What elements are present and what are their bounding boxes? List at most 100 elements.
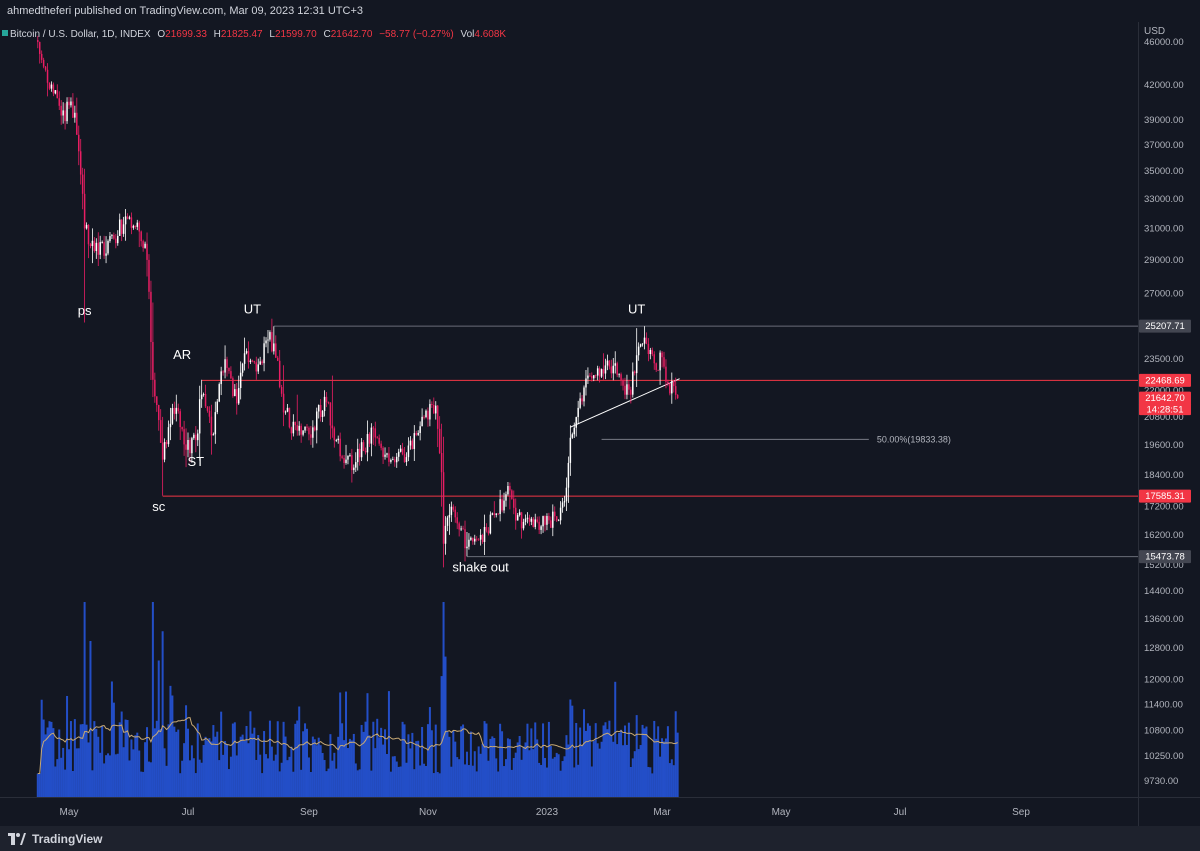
price-axis-tick: 19600.00 xyxy=(1144,440,1184,451)
candle-body xyxy=(62,110,64,116)
price-chart[interactable]: 50.00%(19833.38) ps AR UT ST sc UT shake out 4… xyxy=(0,22,1200,826)
volume-bar xyxy=(664,738,667,797)
candle xyxy=(247,341,250,369)
candle-body xyxy=(571,434,574,438)
candle xyxy=(610,359,613,379)
candle xyxy=(200,379,203,408)
candle xyxy=(349,453,351,457)
candle-body xyxy=(146,243,148,260)
candle-body xyxy=(632,371,634,395)
volume-bar xyxy=(635,715,638,797)
candle-body xyxy=(99,242,101,255)
volume-bar xyxy=(167,724,170,797)
candle xyxy=(554,506,556,521)
price-axis-tick: 18400.00 xyxy=(1144,470,1184,481)
volume-bar xyxy=(419,765,422,797)
candle-body xyxy=(181,427,183,430)
low-label: L xyxy=(269,29,275,40)
candle-body xyxy=(115,238,117,244)
candle-body xyxy=(236,389,238,404)
candle xyxy=(641,343,644,347)
volume-bar xyxy=(270,746,273,797)
volume-bar xyxy=(397,766,400,797)
candle-body xyxy=(118,219,121,236)
candle xyxy=(485,523,488,533)
candle xyxy=(316,407,318,444)
tradingview-logo[interactable]: TradingView xyxy=(8,831,102,847)
volume-value: 4.608K xyxy=(474,29,506,40)
candle-body xyxy=(302,430,304,435)
candle xyxy=(189,437,191,463)
candle-body xyxy=(197,433,199,441)
volume-bar xyxy=(122,747,125,797)
volume-bar xyxy=(604,722,607,797)
candle xyxy=(483,514,486,555)
candle-body xyxy=(577,407,579,418)
volume-bar xyxy=(633,751,636,797)
volume-bar xyxy=(653,720,656,797)
candle xyxy=(395,453,398,468)
candle xyxy=(585,369,587,396)
candle xyxy=(372,426,375,445)
candle xyxy=(425,409,427,419)
time-axis[interactable]: May Jul Sep Nov 2023 Mar May Jul Sep xyxy=(60,807,1031,818)
price-axis-tick: 46000.00 xyxy=(1144,37,1184,48)
candle-body xyxy=(284,411,287,413)
volume-bar xyxy=(504,759,507,797)
candle-body xyxy=(278,360,281,387)
candle xyxy=(105,236,107,264)
volume-bar xyxy=(120,711,123,797)
volume-bar xyxy=(227,769,230,797)
volume-bar xyxy=(594,723,597,797)
candle xyxy=(598,366,601,383)
candle xyxy=(124,209,127,241)
candle xyxy=(635,328,638,388)
volume-bar xyxy=(335,768,338,797)
candle xyxy=(314,425,316,432)
candle-body xyxy=(136,222,139,227)
volume-bar xyxy=(302,731,305,797)
price-axis-tick: 10250.00 xyxy=(1144,751,1184,762)
volume-bar xyxy=(428,707,431,797)
candle xyxy=(191,436,193,463)
candle-body xyxy=(319,405,322,417)
publisher-name[interactable]: ahmedtheferi xyxy=(7,5,72,17)
candle-body xyxy=(639,344,642,347)
candle-body xyxy=(42,59,45,67)
volume-bar xyxy=(401,721,404,797)
volume-bar xyxy=(274,754,277,797)
candle xyxy=(163,438,166,463)
volume-bar xyxy=(598,748,601,797)
candle-body xyxy=(48,82,51,89)
volume-bar xyxy=(610,735,613,797)
volume-bar xyxy=(625,744,628,797)
time-axis-tick: Nov xyxy=(419,807,437,818)
volume-bar xyxy=(559,770,562,797)
volume-bar xyxy=(350,740,353,797)
candle-body xyxy=(518,512,521,516)
candle xyxy=(446,515,449,532)
candle xyxy=(493,501,496,518)
volume-bar xyxy=(524,742,527,797)
price-axis[interactable]: 46000.00 42000.00 39000.00 37000.00 35000.00… xyxy=(1144,37,1184,787)
candle-body xyxy=(647,343,650,355)
volume-bar xyxy=(278,771,281,797)
candle-body xyxy=(610,366,613,374)
candle-body xyxy=(364,450,367,453)
candle xyxy=(312,420,314,448)
volume-bar xyxy=(87,742,90,797)
candle-body xyxy=(89,244,92,247)
candle xyxy=(175,394,178,422)
candle-body xyxy=(511,490,513,499)
candle xyxy=(74,105,76,123)
candle xyxy=(540,524,542,535)
candle-body xyxy=(337,438,339,441)
candle xyxy=(591,372,593,382)
candle xyxy=(198,385,201,461)
candle-body xyxy=(616,363,618,375)
candle xyxy=(550,516,552,529)
candle-body xyxy=(468,539,470,547)
volume-bar xyxy=(179,773,182,797)
candle xyxy=(237,375,240,405)
